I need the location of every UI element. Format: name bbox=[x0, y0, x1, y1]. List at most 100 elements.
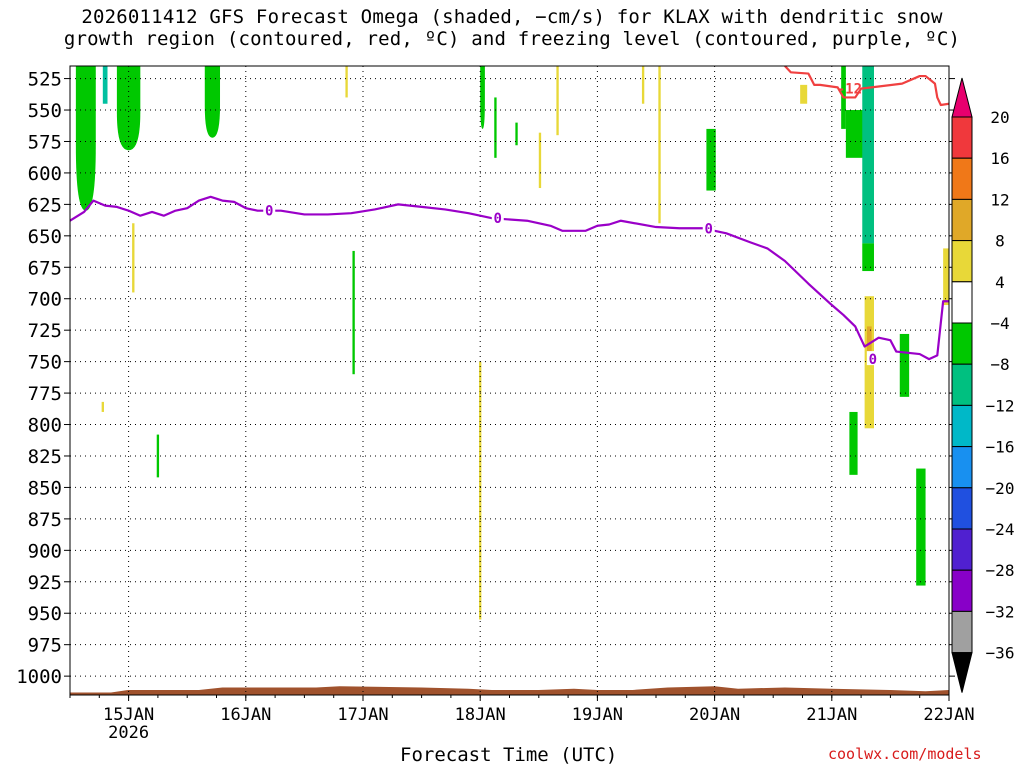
axes: 525 550 575 600 625 650 675 700 725 750 775 800 825 8… bbox=[16, 69, 974, 743]
x-axis-title: Forecast Time (UTC) bbox=[400, 744, 618, 766]
colorbar-box bbox=[951, 528, 973, 571]
site-credit: coolwx.com/models bbox=[828, 745, 982, 763]
omega-patch bbox=[899, 333, 910, 397]
omega-patch bbox=[515, 122, 518, 146]
colorbar-box bbox=[951, 157, 973, 200]
colorbar-label: −16 bbox=[986, 438, 1015, 457]
terrain bbox=[70, 686, 949, 695]
colorbar-bottom-arrow bbox=[951, 652, 973, 693]
colorbar-label: −36 bbox=[986, 644, 1015, 663]
y-tick-label: 825 bbox=[28, 446, 62, 468]
colorbar-top-arrow bbox=[951, 77, 973, 118]
x-tick-year-label: 2026 bbox=[108, 723, 149, 743]
omega-patch bbox=[641, 66, 645, 104]
freezing-level-line bbox=[70, 195, 949, 361]
x-tick-label: 22JAN bbox=[923, 705, 974, 725]
y-tick-label: 950 bbox=[28, 603, 62, 625]
y-tick-label: 925 bbox=[28, 572, 62, 594]
colorbar-label: −24 bbox=[986, 520, 1015, 539]
omega-patch bbox=[849, 411, 858, 475]
omega-patch bbox=[862, 66, 874, 244]
omega-patch bbox=[156, 434, 160, 478]
colorbar-label: 4 bbox=[995, 273, 1005, 292]
freezing-level-label: 0 bbox=[869, 352, 877, 368]
y-tick-label: 850 bbox=[28, 477, 62, 499]
contour-label-bg bbox=[491, 210, 504, 225]
contours: 0 0 0 0 -12 bbox=[70, 66, 949, 368]
x-tick-label: 19JAN bbox=[572, 705, 623, 725]
omega-patch bbox=[494, 97, 497, 158]
y-tick-label: 725 bbox=[28, 320, 62, 342]
x-tick-label: 21JAN bbox=[806, 705, 857, 725]
y-tick-label: 575 bbox=[28, 131, 62, 153]
colorbar-label: −32 bbox=[986, 602, 1015, 621]
colorbar-box bbox=[951, 569, 973, 612]
y-tick-label: 975 bbox=[28, 635, 62, 657]
y-tick-label: 775 bbox=[28, 383, 62, 405]
colorbar-box bbox=[951, 240, 973, 283]
omega-patch bbox=[480, 66, 485, 129]
y-tick-label: 600 bbox=[28, 163, 62, 185]
contour-label-bg bbox=[866, 351, 879, 366]
omega-patch bbox=[132, 223, 135, 293]
contour-label-bg bbox=[263, 202, 276, 217]
colorbar-box bbox=[951, 116, 973, 159]
omega-patch bbox=[862, 243, 874, 272]
x-tick-label: 16JAN bbox=[220, 705, 271, 725]
freezing-level-label: 0 bbox=[494, 211, 502, 227]
omega-patch bbox=[556, 66, 559, 136]
colorbar-box bbox=[951, 446, 973, 489]
colorbar-box bbox=[951, 198, 973, 242]
omega-patch bbox=[102, 66, 108, 104]
y-tick-label: 900 bbox=[28, 540, 62, 562]
colorbar-label: 20 bbox=[990, 108, 1009, 127]
x-tick-label: 18JAN bbox=[455, 705, 506, 725]
omega-patch bbox=[845, 110, 865, 158]
x-tick-label: 20JAN bbox=[689, 705, 740, 725]
y-tick-label: 675 bbox=[28, 257, 62, 279]
omega-patch bbox=[916, 468, 926, 586]
colorbar-box bbox=[951, 487, 973, 530]
colorbar-label: −4 bbox=[990, 314, 1009, 333]
omega-patch bbox=[706, 128, 716, 191]
colorbar-box bbox=[951, 404, 973, 448]
y-tick-label: 700 bbox=[28, 289, 62, 311]
y-tick-label: 750 bbox=[28, 352, 62, 374]
freezing-level-label: 0 bbox=[705, 221, 713, 237]
freezing-level-label: 0 bbox=[265, 204, 273, 220]
omega-patch bbox=[75, 66, 96, 211]
colorbar-label: 12 bbox=[990, 190, 1009, 209]
colorbar-box bbox=[951, 363, 973, 406]
y-tick-label: 625 bbox=[28, 194, 62, 216]
omega-patch bbox=[538, 132, 542, 189]
colorbar-label: 16 bbox=[990, 149, 1009, 168]
x-tick-label: 15JAN bbox=[103, 705, 154, 725]
y-tick-label: 525 bbox=[28, 69, 62, 91]
y-tick-label: 875 bbox=[28, 509, 62, 531]
title-line-1: 2026011412 GFS Forecast Omega (shaded, −… bbox=[81, 6, 943, 28]
omega-patch bbox=[658, 66, 661, 224]
chart-title: 2026011412 GFS Forecast Omega (shaded, −… bbox=[0, 6, 1024, 50]
plot-frame bbox=[69, 65, 950, 696]
contour-label-bg bbox=[702, 220, 715, 235]
x-tick-label: 17JAN bbox=[337, 705, 388, 725]
y-tick-label: 650 bbox=[28, 226, 62, 248]
omega-patch bbox=[479, 361, 482, 620]
colorbar-label: −28 bbox=[986, 561, 1015, 580]
colorbar-box bbox=[951, 322, 973, 365]
y-tick-label: 1000 bbox=[16, 666, 62, 688]
colorbar: 20 16 12 8 4 −4 −8 −12 −16 −20 −24 −28 −32 −36 bbox=[951, 77, 1015, 693]
gridlines bbox=[70, 66, 950, 695]
colorbar-box bbox=[951, 281, 973, 324]
omega-patch bbox=[116, 66, 141, 151]
omega-patch bbox=[800, 84, 808, 104]
omega-patch bbox=[101, 401, 104, 412]
colorbar-label: −12 bbox=[986, 396, 1015, 415]
title-line-2: growth region (contoured, red, ºC) and f… bbox=[63, 28, 961, 50]
y-tick-label: 800 bbox=[28, 415, 62, 437]
omega-patch bbox=[204, 66, 221, 138]
omega-patch bbox=[345, 66, 348, 98]
y-tick-label: 550 bbox=[28, 100, 62, 122]
omega-shading bbox=[75, 66, 949, 620]
colorbar-label: −8 bbox=[990, 355, 1009, 374]
